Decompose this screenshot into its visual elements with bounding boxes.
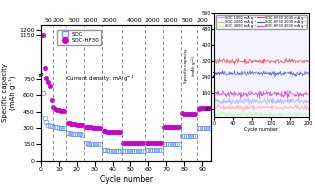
Text: Current density: mA g$^{-1}$: Current density: mA g$^{-1}$ <box>66 74 135 84</box>
Legend: SOC 1000 mA g⁻¹, SOC 2000 mA g⁻¹, SOC 4000 mA g⁻¹, SOC-HF30 1000 mA g⁻¹, SOC-HF3: SOC 1000 mA g⁻¹, SOC 2000 mA g⁻¹, SOC 40… <box>216 15 307 29</box>
Y-axis label: Specific capacity
(mAh g⁻¹): Specific capacity (mAh g⁻¹) <box>2 63 16 122</box>
Legend: SOC, SOC-HF30: SOC, SOC-HF30 <box>57 30 101 45</box>
X-axis label: Cycle number: Cycle number <box>244 127 278 132</box>
X-axis label: Cycle number: Cycle number <box>100 175 152 184</box>
Y-axis label: Specific capacity
(mAh g$^{-1}$): Specific capacity (mAh g$^{-1}$) <box>184 48 200 83</box>
